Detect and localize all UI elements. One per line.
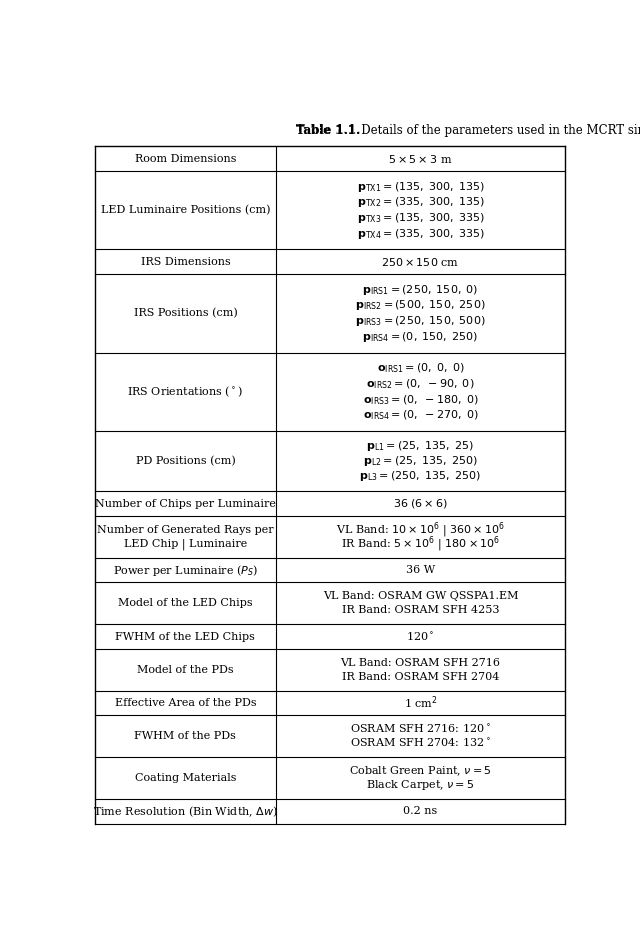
Text: OSRAM SFH 2716: 120$^\circ$: OSRAM SFH 2716: 120$^\circ$	[350, 723, 491, 735]
Text: PD Positions (cm): PD Positions (cm)	[136, 457, 236, 467]
Text: $\mathbf{p}_{\mathrm{IRS2}} = (500,\;150,\;250)$: $\mathbf{p}_{\mathrm{IRS2}} = (500,\;150…	[355, 298, 486, 312]
Text: $\mathbf{p}_{\mathrm{L1}} = (25,\;135,\;25)$: $\mathbf{p}_{\mathrm{L1}} = (25,\;135,\;…	[367, 439, 474, 453]
Text: IRS Dimensions: IRS Dimensions	[141, 256, 230, 267]
Text: Details of the parameters used in the MCRT simulations.: Details of the parameters used in the MC…	[350, 124, 640, 137]
Text: $\mathbf{p}_{\mathrm{L3}} = (250,\;135,\;250)$: $\mathbf{p}_{\mathrm{L3}} = (250,\;135,\…	[360, 470, 482, 484]
Text: Table 1.1.: Table 1.1.	[296, 124, 360, 137]
Text: $\mathbf{p}_{\mathrm{TX4}} = (335,\;300,\;335)$: $\mathbf{p}_{\mathrm{TX4}} = (335,\;300,…	[356, 226, 484, 240]
Text: IRS Orientations ($^\circ$): IRS Orientations ($^\circ$)	[127, 385, 243, 399]
Text: IR Band: $5 \times 10^6$ | $180 \times 10^6$: IR Band: $5 \times 10^6$ | $180 \times 1…	[341, 534, 500, 554]
Text: OSRAM SFH 2704: 132$^\circ$: OSRAM SFH 2704: 132$^\circ$	[350, 737, 491, 749]
Text: IR Band: OSRAM SFH 4253: IR Band: OSRAM SFH 4253	[342, 606, 499, 615]
Text: VL Band: OSRAM GW QSSPA1.EM: VL Band: OSRAM GW QSSPA1.EM	[323, 592, 518, 601]
Text: IRS Positions (cm): IRS Positions (cm)	[134, 308, 237, 319]
Text: $\mathbf{o}_{\mathrm{IRS4}} = (0,\;-270,\;0)$: $\mathbf{o}_{\mathrm{IRS4}} = (0,\;-270,…	[363, 409, 478, 422]
Text: $36\;(6 \times 6)$: $36\;(6 \times 6)$	[393, 497, 448, 510]
Text: Cobalt Green Paint, $\nu = 5$: Cobalt Green Paint, $\nu = 5$	[349, 764, 492, 778]
Text: Effective Area of the PDs: Effective Area of the PDs	[115, 698, 256, 708]
Text: 1 cm$^2$: 1 cm$^2$	[404, 694, 437, 711]
Text: $\mathbf{o}_{\mathrm{IRS1}} = (0,\;0,\;0)$: $\mathbf{o}_{\mathrm{IRS1}} = (0,\;0,\;0…	[376, 362, 465, 376]
Text: Model of the LED Chips: Model of the LED Chips	[118, 598, 253, 609]
Text: Number of Generated Rays per: Number of Generated Rays per	[97, 525, 274, 535]
Text: VL Band: OSRAM SFH 2716: VL Band: OSRAM SFH 2716	[340, 658, 500, 668]
Text: 36 W: 36 W	[406, 565, 435, 575]
Text: $\mathbf{p}_{\mathrm{TX3}} = (135,\;300,\;335)$: $\mathbf{p}_{\mathrm{TX3}} = (135,\;300,…	[356, 211, 484, 225]
Text: $\mathbf{p}_{\mathrm{TX1}} = (135,\;300,\;135)$: $\mathbf{p}_{\mathrm{TX1}} = (135,\;300,…	[356, 180, 484, 194]
Text: $\mathbf{o}_{\mathrm{IRS2}} = (0,\;-90,\;0)$: $\mathbf{o}_{\mathrm{IRS2}} = (0,\;-90,\…	[366, 377, 475, 391]
Text: Table 1.1.: Table 1.1.	[296, 124, 360, 137]
Text: FWHM of the LED Chips: FWHM of the LED Chips	[115, 632, 255, 641]
Text: $\mathbf{o}_{\mathrm{IRS3}} = (0,\;-180,\;0)$: $\mathbf{o}_{\mathrm{IRS3}} = (0,\;-180,…	[363, 393, 478, 406]
Text: VL Band: $10 \times 10^6$ | $360 \times 10^6$: VL Band: $10 \times 10^6$ | $360 \times …	[336, 520, 505, 540]
Text: $\mathbf{p}_{\mathrm{IRS1}} = (250,\;150,\;0)$: $\mathbf{p}_{\mathrm{IRS1}} = (250,\;150…	[362, 282, 479, 296]
Text: $\mathbf{p}_{\mathrm{IRS3}} = (250,\;150,\;500)$: $\mathbf{p}_{\mathrm{IRS3}} = (250,\;150…	[355, 314, 486, 328]
Text: Black Carpet, $\nu = 5$: Black Carpet, $\nu = 5$	[366, 778, 475, 792]
Text: Coating Materials: Coating Materials	[134, 774, 236, 783]
Text: Model of the PDs: Model of the PDs	[137, 665, 234, 675]
Text: IR Band: OSRAM SFH 2704: IR Band: OSRAM SFH 2704	[342, 672, 499, 682]
Text: $\mathbf{p}_{\mathrm{L2}} = (25,\;135,\;250)$: $\mathbf{p}_{\mathrm{L2}} = (25,\;135,\;…	[363, 455, 478, 469]
Text: 0.2 ns: 0.2 ns	[403, 806, 438, 816]
Text: Number of Chips per Luminaire: Number of Chips per Luminaire	[95, 499, 276, 509]
Text: 120$^\circ$: 120$^\circ$	[406, 631, 435, 643]
Text: $5 \times 5 \times 3$ m: $5 \times 5 \times 3$ m	[388, 153, 452, 165]
Text: $\mathbf{p}_{\mathrm{TX2}} = (335,\;300,\;135)$: $\mathbf{p}_{\mathrm{TX2}} = (335,\;300,…	[356, 196, 484, 210]
Text: $\mathbf{p}_{\mathrm{IRS4}} = (0,\;150,\;250)$: $\mathbf{p}_{\mathrm{IRS4}} = (0,\;150,\…	[362, 330, 479, 344]
Text: Room Dimensions: Room Dimensions	[134, 154, 236, 163]
Text: FWHM of the PDs: FWHM of the PDs	[134, 732, 236, 741]
Text: $250 \times 150$ cm: $250 \times 150$ cm	[381, 255, 460, 267]
Text: Time Resolution (Bin Width, $\Delta w$): Time Resolution (Bin Width, $\Delta w$)	[93, 804, 278, 819]
Text: LED Chip | Luminaire: LED Chip | Luminaire	[124, 538, 247, 550]
Text: Table 1.1.   Details of the parameters used in the MCRT simulations.: Table 1.1. Details of the parameters use…	[127, 124, 529, 137]
Text: LED Luminaire Positions (cm): LED Luminaire Positions (cm)	[100, 205, 270, 215]
Text: Power per Luminaire ($P_S$): Power per Luminaire ($P_S$)	[113, 563, 258, 578]
